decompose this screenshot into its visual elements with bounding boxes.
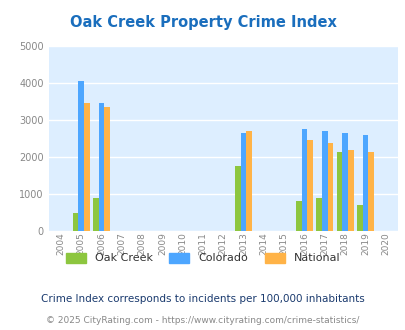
Bar <box>347 150 353 231</box>
Bar <box>240 133 246 231</box>
Bar <box>336 151 341 231</box>
Bar <box>78 81 84 231</box>
Bar <box>234 166 240 231</box>
Bar <box>301 129 307 231</box>
Bar <box>367 152 373 231</box>
Bar <box>104 107 110 231</box>
Legend: Oak Creek, Colorado, National: Oak Creek, Colorado, National <box>62 249 343 267</box>
Bar <box>93 198 98 231</box>
Bar <box>72 213 78 231</box>
Bar <box>356 205 362 231</box>
Bar <box>341 133 347 231</box>
Bar <box>98 104 104 231</box>
Bar <box>327 143 333 231</box>
Text: Crime Index corresponds to incidents per 100,000 inhabitants: Crime Index corresponds to incidents per… <box>41 294 364 304</box>
Bar <box>362 135 367 231</box>
Text: © 2025 CityRating.com - https://www.cityrating.com/crime-statistics/: © 2025 CityRating.com - https://www.city… <box>46 315 359 325</box>
Bar <box>321 131 327 231</box>
Bar <box>246 131 252 231</box>
Text: Oak Creek Property Crime Index: Oak Creek Property Crime Index <box>69 15 336 30</box>
Bar <box>84 104 90 231</box>
Bar <box>315 198 321 231</box>
Bar <box>307 141 312 231</box>
Bar <box>295 201 301 231</box>
